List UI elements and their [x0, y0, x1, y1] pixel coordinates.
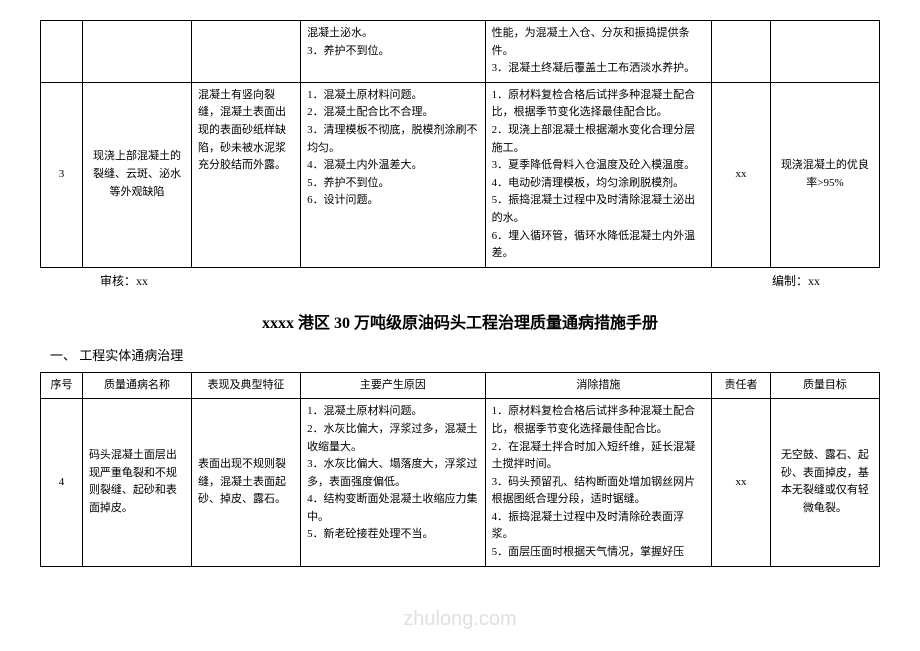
page-title: xxxx 港区 30 万吨级原油码头工程治理质量通病措施手册	[40, 309, 880, 333]
th-feature: 表现及典型特征	[192, 372, 301, 399]
cell-empty	[770, 21, 879, 83]
cell-feature: 混凝土有竖向裂缝，混凝土表面出现的表面砂纸样缺陷，砂未被水泥浆充分胶结而外露。	[192, 82, 301, 267]
th-goal: 质量目标	[770, 372, 879, 399]
th-cause: 主要产生原因	[301, 372, 486, 399]
cell-feature: 表面出现不规则裂缝，混凝土表面起砂、掉皮、露石。	[192, 399, 301, 566]
th-resp: 责任者	[712, 372, 771, 399]
cell-resp: xx	[712, 82, 771, 267]
cell-name: 码头混凝土面层出现严重龟裂和不规则裂缝、起砂和表面掉皮。	[82, 399, 191, 566]
table-row: 4 码头混凝土面层出现严重龟裂和不规则裂缝、起砂和表面掉皮。 表面出现不规则裂缝…	[41, 399, 880, 566]
cell-measures: 1．原材料复检合格后试拌多种混凝土配合比，根据季节变化选择最佳配合比。 2．现浇…	[485, 82, 712, 267]
cell-resp: xx	[712, 399, 771, 566]
cell-causes: 混凝土泌水。 3．养护不到位。	[301, 21, 486, 83]
table-bottom: 序号 质量通病名称 表现及典型特征 主要产生原因 消除措施 责任者 质量目标 4…	[40, 372, 880, 567]
cell-causes: 1．混凝土原材料问题。 2．混凝土配合比不合理。 3．清理模板不彻底，脱模剂涂刷…	[301, 82, 486, 267]
cell-empty	[41, 21, 83, 83]
cell-num: 4	[41, 399, 83, 566]
table-row: 3 现浇上部混凝土的裂缝、云斑、泌水等外观缺陷 混凝土有竖向裂缝，混凝土表面出现…	[41, 82, 880, 267]
cell-empty	[192, 21, 301, 83]
footer-line: 审核：xx 编制：xx	[40, 268, 880, 297]
audit-label: 审核：xx	[100, 272, 148, 289]
cell-empty	[712, 21, 771, 83]
compile-label: 编制：xx	[772, 272, 820, 289]
table-row: 混凝土泌水。 3．养护不到位。 性能，为混凝土入仓、分灰和振捣提供条件。 3．混…	[41, 21, 880, 83]
cell-empty	[82, 21, 191, 83]
th-num: 序号	[41, 372, 83, 399]
table-top: 混凝土泌水。 3．养护不到位。 性能，为混凝土入仓、分灰和振捣提供条件。 3．混…	[40, 20, 880, 268]
cell-goal: 无空鼓、露石、起砂、表面掉皮，基本无裂缝或仅有轻微龟裂。	[770, 399, 879, 566]
cell-measures: 性能，为混凝土入仓、分灰和振捣提供条件。 3．混凝土终凝后覆盖土工布洒淡水养护。	[485, 21, 712, 83]
cell-measures: 1．原材料复检合格后试拌多种混凝土配合比，根据季节变化选择最佳配合比。 2．在混…	[485, 399, 712, 566]
cell-name: 现浇上部混凝土的裂缝、云斑、泌水等外观缺陷	[82, 82, 191, 267]
watermark: zhulong.com	[403, 608, 516, 631]
cell-num: 3	[41, 82, 83, 267]
th-measure: 消除措施	[485, 372, 712, 399]
th-name: 质量通病名称	[82, 372, 191, 399]
cell-causes: 1．混凝土原材料问题。 2．水灰比偏大，浮浆过多，混凝土收缩量大。 3．水灰比偏…	[301, 399, 486, 566]
section-heading: 一、 工程实体通病治理	[50, 345, 880, 364]
cell-goal: 现浇混凝土的优良率>95%	[770, 82, 879, 267]
table-header-row: 序号 质量通病名称 表现及典型特征 主要产生原因 消除措施 责任者 质量目标	[41, 372, 880, 399]
